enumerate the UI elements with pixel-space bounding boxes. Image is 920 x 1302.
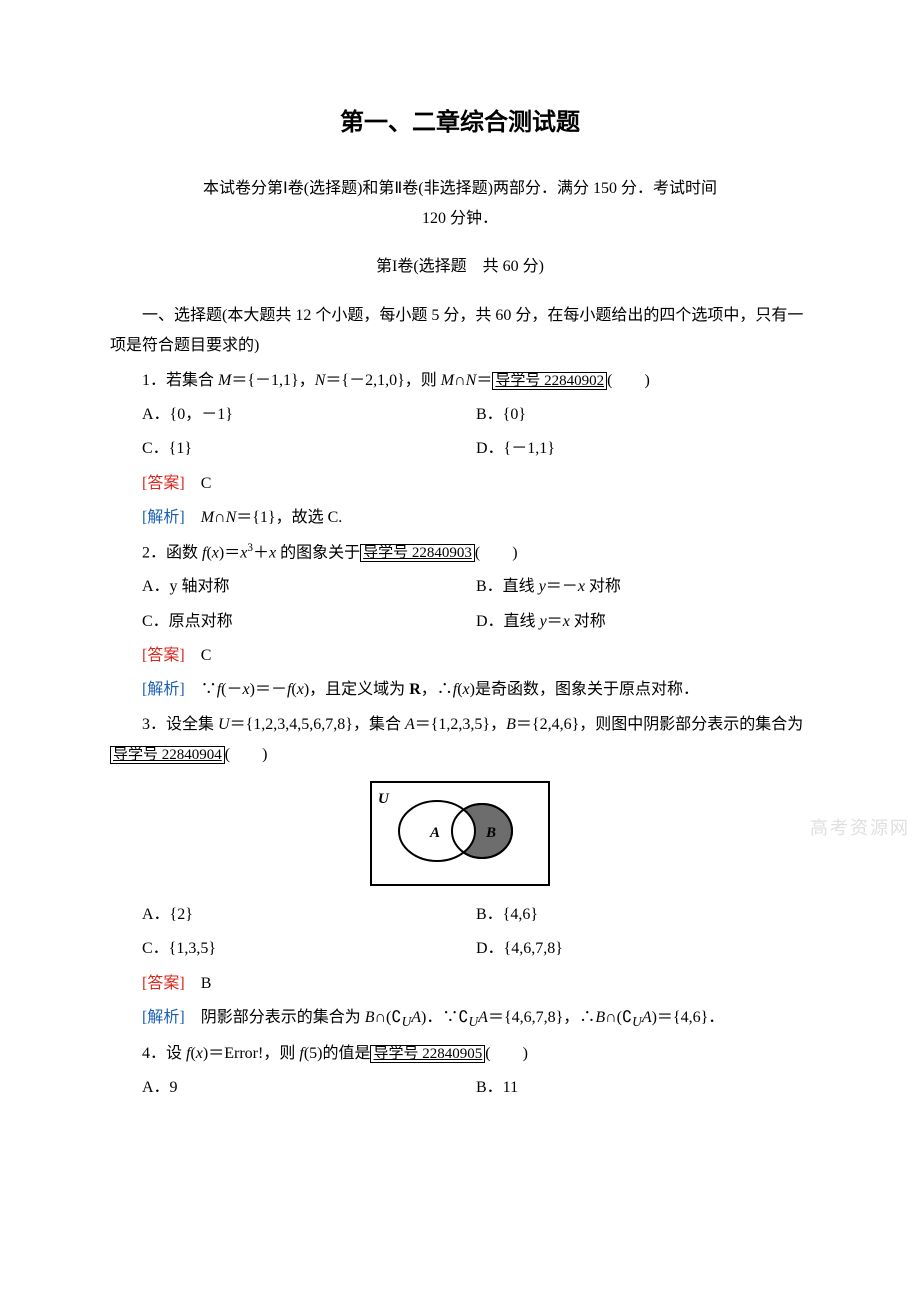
q3-analysis: [解析] 阴影部分表示的集合为 B∩(∁UA)．∵∁UA＝{4,6,7,8}，∴… (110, 1003, 810, 1035)
guide-link[interactable]: 导学号 22840903 (360, 544, 475, 562)
q2-stem: 2．函数 f(x)＝x3＋x 的图象关于导学号 22840903( ) (110, 538, 810, 569)
exam-intro: 本试卷分第Ⅰ卷(选择题)和第Ⅱ卷(非选择题)两部分．满分 150 分．考试时间 … (110, 174, 810, 235)
exam-title: 第一、二章综合测试题 (110, 100, 810, 146)
q4-optB: B．11 (476, 1073, 810, 1103)
part1-header: 第I卷(选择题 共 60 分) (110, 252, 810, 282)
intro-line1: 本试卷分第Ⅰ卷(选择题)和第Ⅱ卷(非选择题)两部分．满分 150 分．考试时间 (203, 180, 717, 197)
q4-stem: 4．设 f(x)＝Error!，则 f(5)的值是导学号 22840905( ) (110, 1039, 810, 1069)
q2-optC: C．原点对称 (142, 607, 476, 637)
guide-link[interactable]: 导学号 22840902 (492, 372, 607, 390)
q1-optC: C．{1} (142, 434, 476, 464)
watermark: 高考资源网 (810, 811, 910, 845)
q3-optA: A．{2} (142, 900, 476, 930)
q3-optC: C．{1,3,5} (142, 934, 476, 964)
q1-answer: [答案] C (110, 469, 810, 499)
q1-optA: A．{0，－1} (142, 400, 476, 430)
q1-stem: 1．若集合 M＝{－1,1}，N＝{－2,1,0}，则 M∩N＝导学号 2284… (110, 366, 810, 396)
q4-optA: A．9 (142, 1073, 476, 1103)
q3-stem: 3．设全集 U＝{1,2,3,4,5,6,7,8}，集合 A＝{1,2,3,5}… (110, 710, 810, 771)
guide-link[interactable]: 导学号 22840905 (370, 1045, 485, 1063)
q2-optA: A．y 轴对称 (142, 572, 476, 602)
q1-options: A．{0，－1} B．{0} C．{1} D．{－1,1} (110, 400, 810, 469)
q3-optB: B．{4,6} (476, 900, 810, 930)
q2-optD: D．直线 y＝x 对称 (476, 607, 810, 637)
q3-options: A．{2} B．{4,6} C．{1,3,5} D．{4,6,7,8} (110, 900, 810, 969)
q1-optD: D．{－1,1} (476, 434, 810, 464)
q1-optB: B．{0} (476, 400, 810, 430)
q3-venn-diagram: U A B 高考资源网 (110, 781, 810, 886)
q2-analysis: [解析] ∵f(－x)＝－f(x)，且定义域为 R，∴f(x)是奇函数，图象关于… (110, 675, 810, 705)
venn-svg: A B (382, 789, 532, 863)
q1-analysis: [解析] M∩N＝{1}，故选 C. (110, 503, 810, 533)
q3-optD: D．{4,6,7,8} (476, 934, 810, 964)
q2-optB: B．直线 y＝－x 对称 (476, 572, 810, 602)
q3-answer: [答案] B (110, 969, 810, 999)
guide-link[interactable]: 导学号 22840904 (110, 746, 225, 764)
q4-options: A．9 B．11 (110, 1073, 810, 1107)
q2-options: A．y 轴对称 B．直线 y＝－x 对称 C．原点对称 D．直线 y＝x 对称 (110, 572, 810, 641)
venn-label-b: B (485, 825, 496, 841)
intro-line2: 120 分钟． (422, 210, 498, 227)
venn-label-a: A (429, 825, 440, 841)
q2-answer: [答案] C (110, 641, 810, 671)
section1-instructions: 一、选择题(本大题共 12 个小题，每小题 5 分，共 60 分，在每小题给出的… (110, 301, 810, 362)
